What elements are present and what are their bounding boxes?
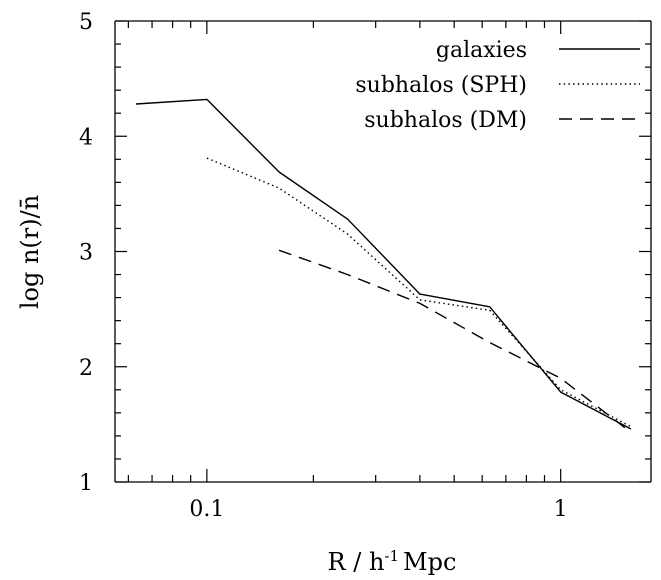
legend-label-subhalos-dm: subhalos (DM) — [364, 108, 527, 133]
series-line-subhalos-dm — [278, 249, 632, 433]
x-axis-label: R / h-1 Mpc — [328, 547, 457, 576]
legend-label-subhalos-sph: subhalos (SPH) — [355, 73, 527, 98]
y-axis-label: log n(r)/n̄ — [16, 195, 44, 309]
y-tick-label: 2 — [79, 356, 93, 381]
data-series — [135, 98, 632, 433]
y-tick-label: 5 — [79, 10, 93, 35]
x-tick-label: 1 — [554, 497, 568, 522]
legend: galaxies subhalos (SPH) subhalos (DM) — [355, 38, 640, 133]
x-tick-label: 0.1 — [189, 497, 224, 522]
y-tick-label: 3 — [79, 241, 93, 266]
tick-labels: 0.1 1 1 2 3 4 5 — [79, 10, 568, 522]
y-tick-label: 4 — [79, 125, 93, 150]
axis-ticks — [115, 20, 651, 483]
x-axis-label-suffix: Mpc — [403, 548, 456, 576]
y-tick-label: 1 — [79, 471, 93, 496]
series-line-galaxies — [135, 98, 632, 430]
x-axis-label-exponent: -1 — [384, 547, 399, 565]
x-axis-label-prefix: R / h — [328, 548, 385, 576]
legend-label-galaxies: galaxies — [436, 38, 527, 63]
